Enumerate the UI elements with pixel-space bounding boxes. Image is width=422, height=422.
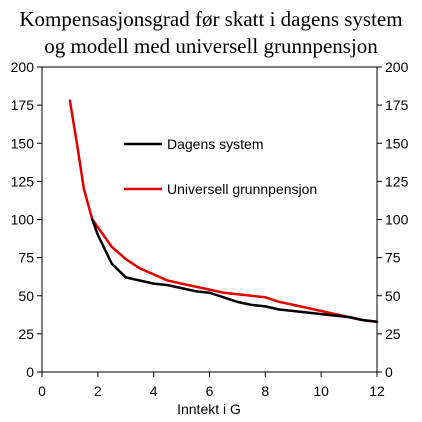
series-line-universell-grunnpensjon: [68, 99, 379, 323]
series-group: [68, 99, 379, 323]
legend-label-dagens-system: Dagens system: [167, 136, 263, 152]
y-right-tick-label-75: 75: [385, 250, 401, 266]
y-right-tick-label-100: 100: [385, 212, 409, 228]
y-right-tick-label-25: 25: [385, 326, 401, 342]
y-left-tick-label-125: 125: [11, 173, 35, 189]
y-left-tick-label-150: 150: [11, 135, 35, 151]
legend-label-universell-grunnpensjon: Universell grunnpensjon: [167, 181, 317, 197]
x-tick-label-6: 6: [206, 383, 214, 399]
x-axis: 0 2 4 6 8 10 12: [38, 372, 385, 399]
y-left-tick-label-0: 0: [26, 364, 34, 380]
y-right-tick-label-125: 125: [385, 173, 409, 189]
y-right-tick-label-200: 200: [385, 59, 409, 75]
chart-title-line-2: og modell med universell grunnpensjon: [44, 34, 378, 58]
y-left-tick-label-50: 50: [18, 288, 34, 304]
x-axis-label: Inntekt i G: [177, 401, 241, 417]
y-right-tick-label-175: 175: [385, 97, 409, 113]
y-left-tick-label-200: 200: [11, 59, 35, 75]
y-left-tick-label-25: 25: [18, 326, 34, 342]
y-right-tick-label-150: 150: [385, 135, 409, 151]
y-left-tick-label-175: 175: [11, 97, 35, 113]
y-left-tick-label-75: 75: [18, 250, 34, 266]
x-tick-label-2: 2: [94, 383, 102, 399]
series-line-dagens-system: [91, 218, 379, 323]
x-tick-label-12: 12: [369, 383, 385, 399]
x-tick-label-10: 10: [313, 383, 329, 399]
y-axis-right: 0 25 50 75 100 125 150 175 200: [377, 59, 409, 380]
x-tick-label-0: 0: [38, 383, 46, 399]
y-axis-left: 0 25 50 75 100 125 150 175 200: [11, 59, 42, 380]
y-right-tick-label-0: 0: [385, 364, 393, 380]
y-left-tick-label-100: 100: [11, 212, 35, 228]
x-tick-label-8: 8: [261, 383, 269, 399]
chart-title-line-1: Kompensasjonsgrad før skatt i dagens sys…: [19, 7, 402, 31]
y-right-tick-label-50: 50: [385, 288, 401, 304]
legend: Dagens system Universell grunnpensjon: [124, 136, 317, 197]
x-tick-label-4: 4: [150, 383, 158, 399]
